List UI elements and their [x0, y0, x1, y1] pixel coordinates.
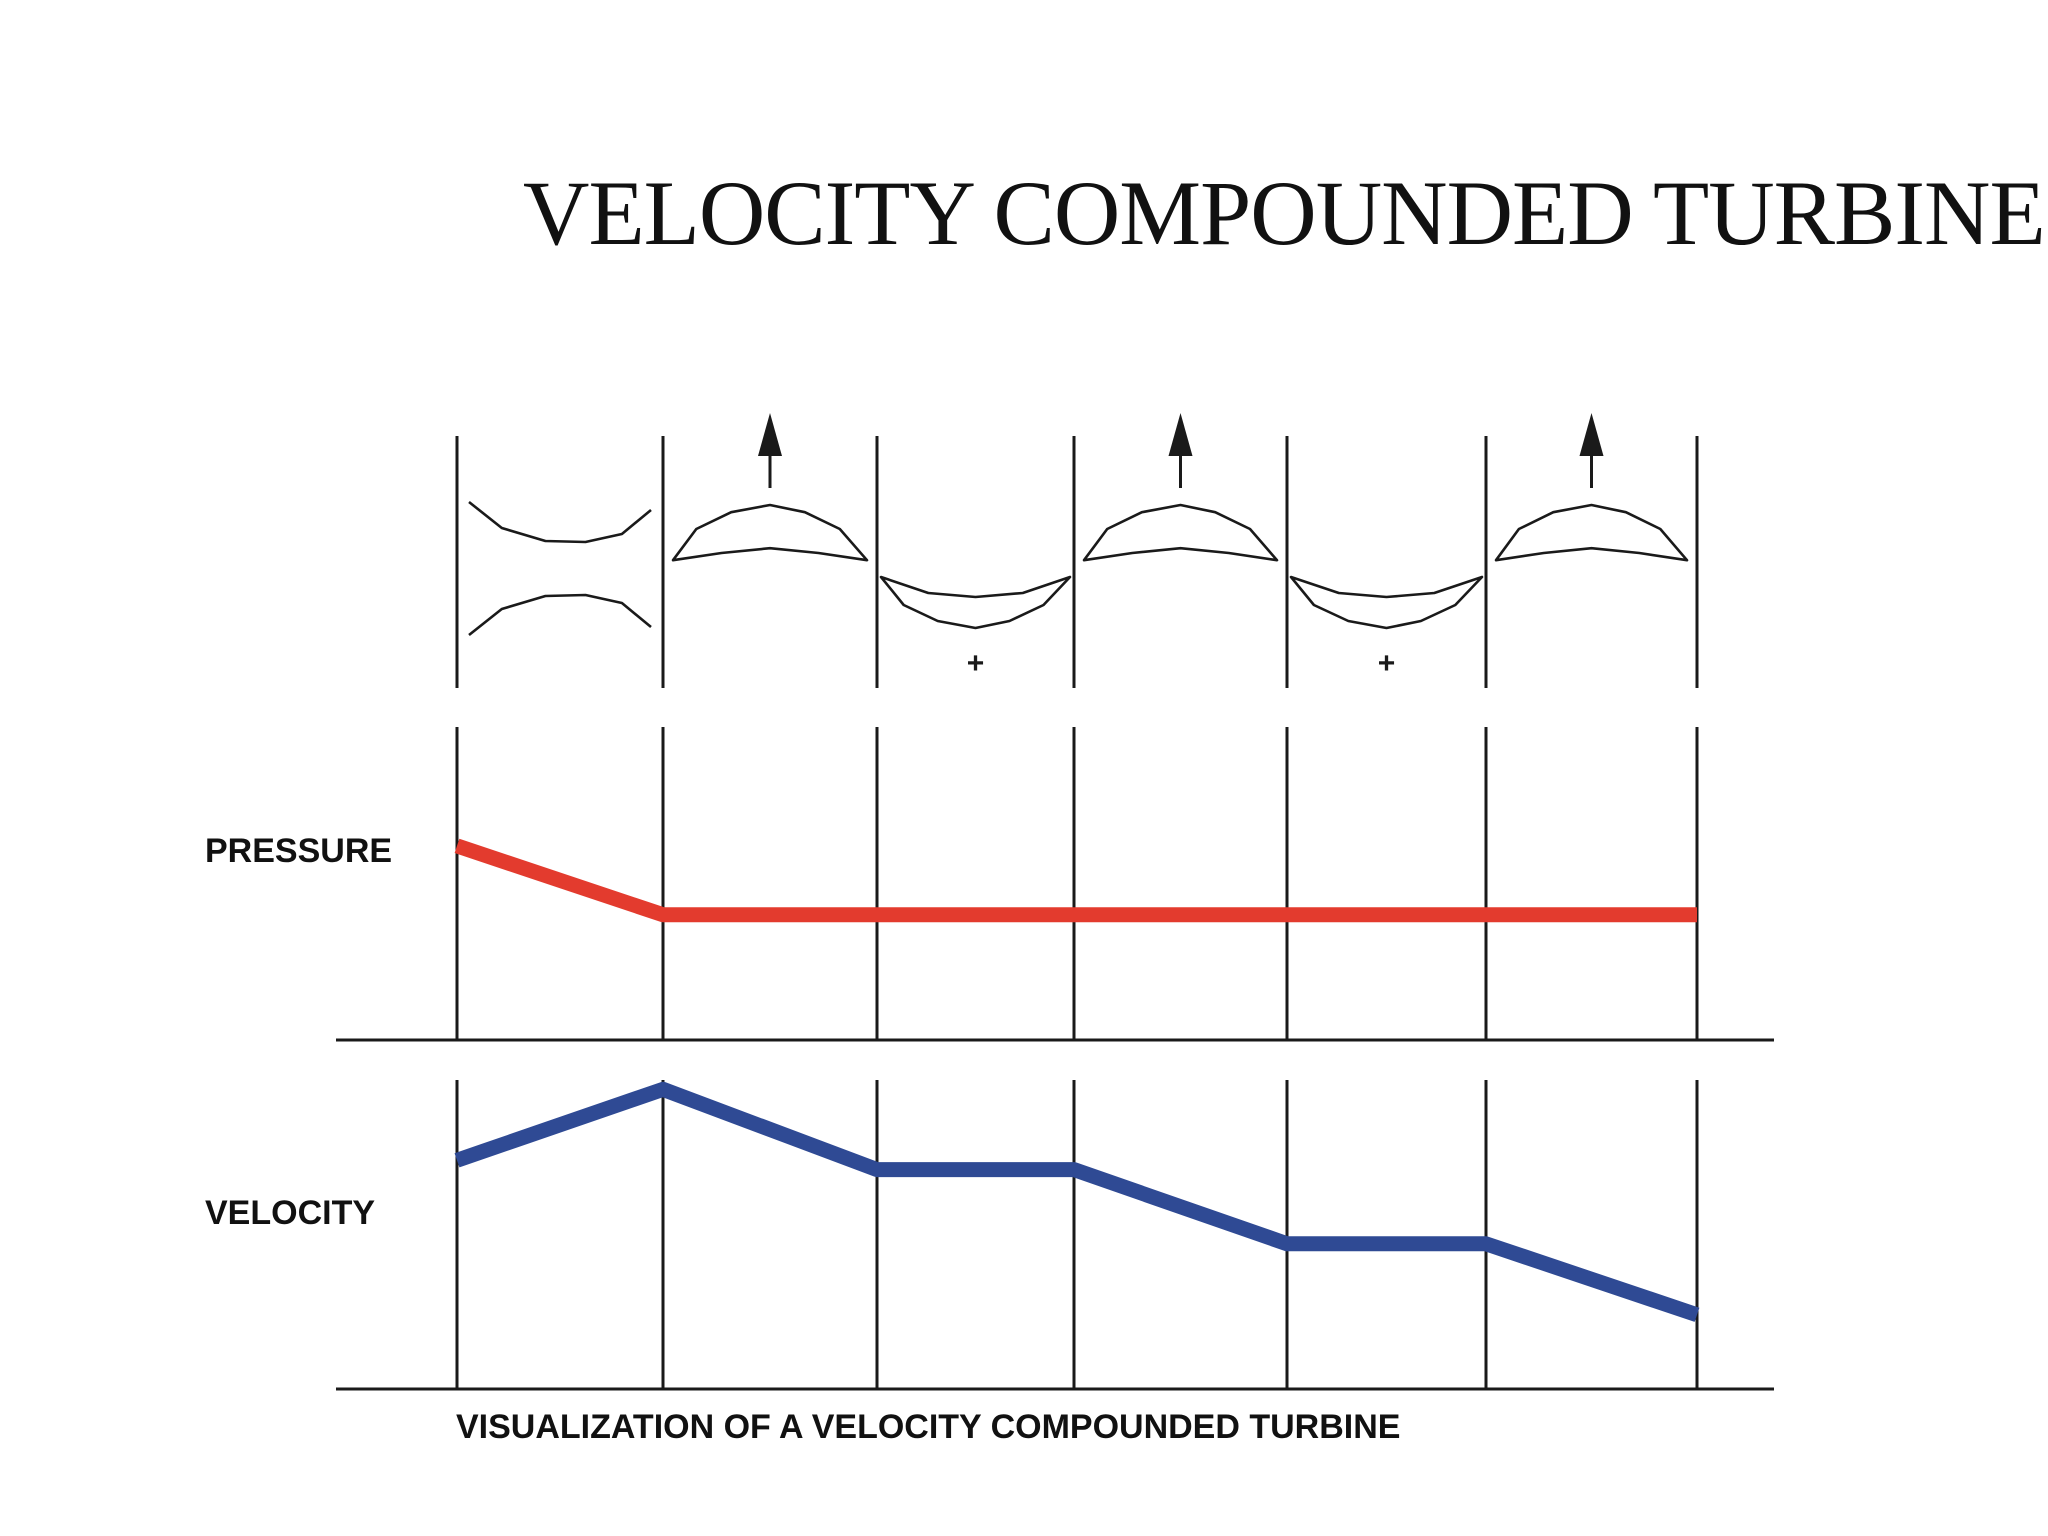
graph-baselines — [336, 1038, 1774, 1391]
moving-blade — [671, 503, 869, 562]
pressure-curve — [454, 838, 1697, 923]
stage-dividers — [455, 436, 1699, 1389]
motion-arrows — [758, 413, 1604, 488]
moving-blade — [1082, 503, 1279, 562]
velocity-label: VELOCITY — [205, 1194, 376, 1232]
nozzle-bottom-wall — [468, 593, 652, 637]
diagram-caption: VISUALIZATION OF A VELOCITY COMPOUNDED T… — [456, 1408, 1401, 1446]
fixed-blade — [879, 575, 1072, 630]
plus-mark: + — [1378, 647, 1396, 680]
plus-marks: + + — [967, 647, 1396, 680]
velocity-curve — [454, 1081, 1700, 1322]
pressure-label: PRESSURE — [205, 832, 393, 870]
motion-arrow-head — [1579, 413, 1604, 456]
fixed-blade — [1289, 575, 1484, 630]
motion-arrow-head — [1168, 413, 1193, 456]
page-title: VELOCITY COMPOUNDED TURBINE — [523, 162, 2046, 264]
motion-arrow-head — [758, 413, 782, 456]
plus-mark: + — [967, 647, 985, 680]
moving-blade — [1494, 503, 1689, 562]
blade-row — [468, 500, 1689, 637]
nozzle-top-wall — [468, 500, 652, 544]
